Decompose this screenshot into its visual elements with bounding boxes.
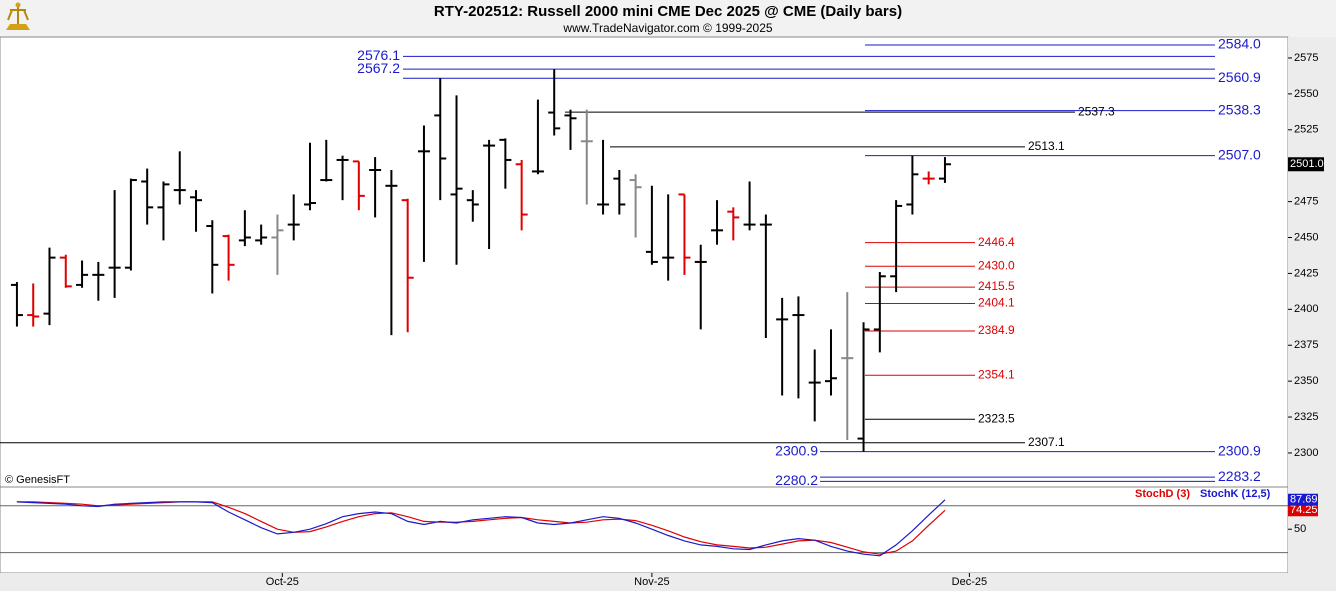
- level-label: 2537.3: [1078, 104, 1115, 118]
- level-label: 2307.1: [1028, 435, 1065, 449]
- y-tick-label: 2450: [1294, 231, 1318, 243]
- header-bg: [0, 0, 1336, 37]
- legend-entry: StochK (12,5): [1200, 488, 1271, 500]
- level-label: 2280.2: [775, 472, 818, 488]
- x-tick-label: Dec-25: [952, 576, 987, 588]
- last-price-box: [1288, 157, 1324, 172]
- x-axis-bg: [0, 573, 1288, 591]
- level-label: 2384.9: [978, 323, 1015, 337]
- level-label: 2300.9: [775, 442, 818, 458]
- level-label: 2567.2: [357, 60, 400, 76]
- last-value-box: [1288, 504, 1318, 517]
- y-tick-label: 2325: [1294, 411, 1318, 423]
- last-value-label: 74.25: [1290, 504, 1318, 516]
- y-tick-label: 2475: [1294, 196, 1318, 208]
- stoch-line: [16, 499, 946, 557]
- legend-entry: StochD (3): [1135, 488, 1190, 500]
- level-label: 2584.0: [1218, 36, 1261, 52]
- last-price-label: 2501.0: [1290, 158, 1324, 170]
- last-value-label: 87.69: [1290, 494, 1318, 506]
- x-tick-label: Nov-25: [634, 576, 669, 588]
- logo: [6, 2, 30, 30]
- y-tick-label: 2400: [1294, 303, 1318, 315]
- level-label: 2415.5: [978, 279, 1015, 293]
- level-label: 2560.9: [1218, 69, 1261, 85]
- y-tick-label: 2300: [1294, 447, 1318, 459]
- chart-subtitle: www.TradeNavigator.com © 1999-2025: [562, 21, 772, 35]
- y-tick-label: 50: [1294, 523, 1306, 535]
- level-label: 2283.2: [1218, 468, 1261, 484]
- level-label: 2513.1: [1028, 139, 1065, 153]
- level-label: 2300.9: [1218, 442, 1261, 458]
- last-value-box: [1288, 493, 1318, 506]
- level-label: 2538.3: [1218, 101, 1261, 117]
- plot-bg: [0, 36, 1289, 574]
- annotation: © GenesisFT: [5, 474, 70, 486]
- chart-title: RTY-202512: Russell 2000 mini CME Dec 20…: [434, 3, 902, 20]
- level-label: 2507.0: [1218, 146, 1261, 162]
- level-label: 2354.1: [978, 367, 1015, 381]
- level-label: 2404.1: [978, 296, 1015, 310]
- y-tick-label: 2375: [1294, 339, 1318, 351]
- level-label: 2446.4: [978, 235, 1015, 249]
- y-tick-label: 2425: [1294, 267, 1318, 279]
- y-tick-label: 2550: [1294, 88, 1318, 100]
- y-tick-label: 2525: [1294, 124, 1318, 136]
- level-label: 2576.1: [357, 47, 400, 63]
- x-tick-label: Oct-25: [266, 576, 299, 588]
- y-tick-label: 2575: [1294, 52, 1318, 64]
- y-tick-label: 2350: [1294, 375, 1318, 387]
- level-label: 2430.0: [978, 258, 1015, 272]
- level-label: 2323.5: [978, 411, 1015, 425]
